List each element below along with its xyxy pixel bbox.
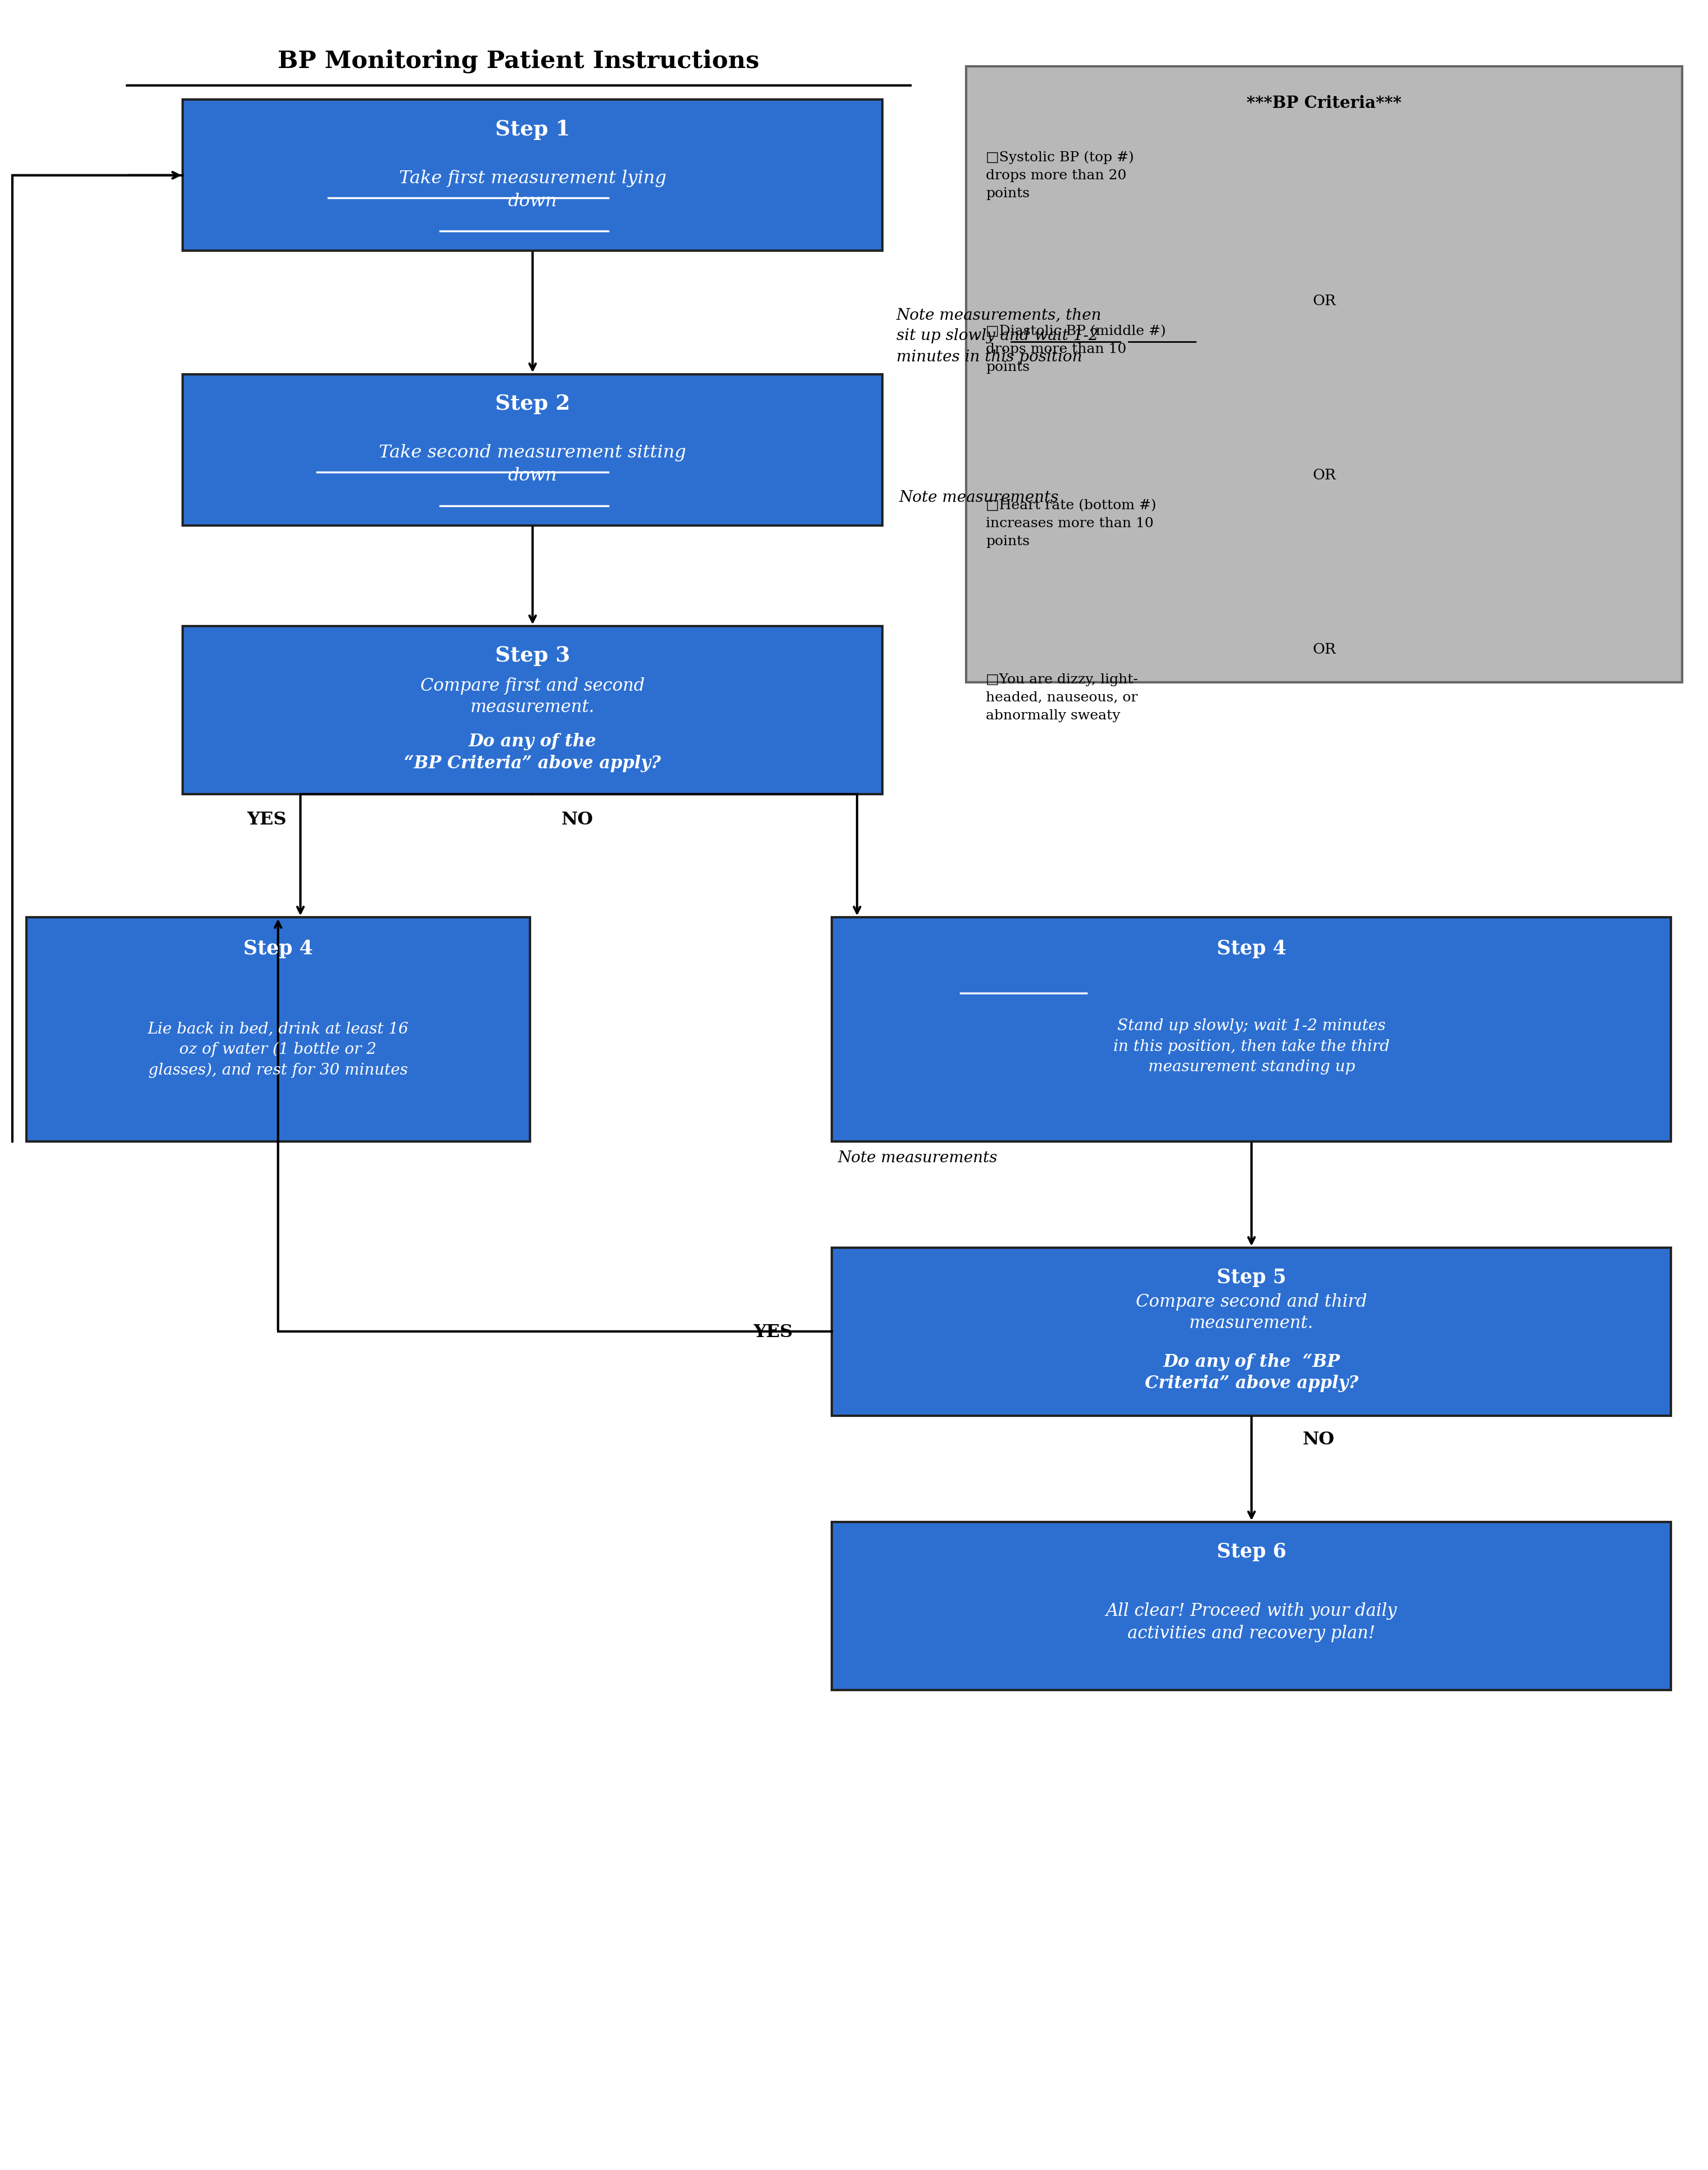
Text: Step 6: Step 6 <box>1216 1543 1286 1560</box>
Text: All clear! Proceed with your daily
activities and recovery plan!: All clear! Proceed with your daily activ… <box>1105 1601 1397 1643</box>
FancyBboxPatch shape <box>832 1248 1670 1415</box>
Text: NO: NO <box>1303 1430 1334 1447</box>
Text: Take first measurement lying
down: Take first measurement lying down <box>400 169 666 210</box>
Text: Do any of the  “BP
Criteria” above apply?: Do any of the “BP Criteria” above apply? <box>1144 1352 1358 1391</box>
Text: Note measurements, then
sit up slowly and wait 1-2
minutes in this position: Note measurements, then sit up slowly an… <box>897 308 1102 365</box>
Text: Step 2: Step 2 <box>495 393 570 414</box>
Text: BP Monitoring Patient Instructions: BP Monitoring Patient Instructions <box>278 50 760 74</box>
FancyBboxPatch shape <box>183 100 883 252</box>
Text: OR: OR <box>1312 293 1336 308</box>
Text: Step 4: Step 4 <box>243 940 313 957</box>
Text: ***BP Criteria***: ***BP Criteria*** <box>1247 95 1402 111</box>
Text: YES: YES <box>753 1324 793 1341</box>
Text: Step 1: Step 1 <box>495 119 570 139</box>
Text: □Systolic BP (top #)
drops more than 20
points: □Systolic BP (top #) drops more than 20 … <box>986 150 1134 200</box>
Text: Lie back in bed, drink at least 16
oz of water (1 bottle or 2
glasses), and rest: Lie back in bed, drink at least 16 oz of… <box>147 1020 408 1078</box>
Text: Stand up slowly; wait 1-2 minutes
in this position, then take the third
measurem: Stand up slowly; wait 1-2 minutes in thi… <box>1114 1018 1390 1074</box>
FancyBboxPatch shape <box>832 918 1670 1141</box>
FancyBboxPatch shape <box>183 375 883 525</box>
Text: Step 4: Step 4 <box>1216 940 1286 957</box>
Text: Step 5: Step 5 <box>1216 1267 1286 1287</box>
FancyBboxPatch shape <box>26 918 529 1141</box>
Text: Do any of the
“BP Criteria” above apply?: Do any of the “BP Criteria” above apply? <box>405 733 661 773</box>
Text: Step 3: Step 3 <box>495 644 570 666</box>
Text: Take second measurement sitting
down: Take second measurement sitting down <box>379 445 687 484</box>
Text: Compare first and second
measurement.: Compare first and second measurement. <box>420 677 644 716</box>
FancyBboxPatch shape <box>967 67 1682 681</box>
Text: □Diastolic BP (middle #)
drops more than 10
points: □Diastolic BP (middle #) drops more than… <box>986 326 1167 373</box>
Text: NO: NO <box>562 812 593 829</box>
Text: Compare second and third
measurement.: Compare second and third measurement. <box>1136 1293 1366 1332</box>
Text: Note measurements: Note measurements <box>837 1150 997 1165</box>
FancyBboxPatch shape <box>183 627 883 794</box>
Text: YES: YES <box>248 812 287 829</box>
Text: OR: OR <box>1312 642 1336 655</box>
FancyBboxPatch shape <box>832 1521 1670 1690</box>
Text: Note measurements: Note measurements <box>898 490 1059 506</box>
Text: OR: OR <box>1312 469 1336 482</box>
Text: □You are dizzy, light-
headed, nauseous, or
abnormally sweaty: □You are dizzy, light- headed, nauseous,… <box>986 673 1138 723</box>
Text: □Heart rate (bottom #)
increases more than 10
points: □Heart rate (bottom #) increases more th… <box>986 499 1156 547</box>
